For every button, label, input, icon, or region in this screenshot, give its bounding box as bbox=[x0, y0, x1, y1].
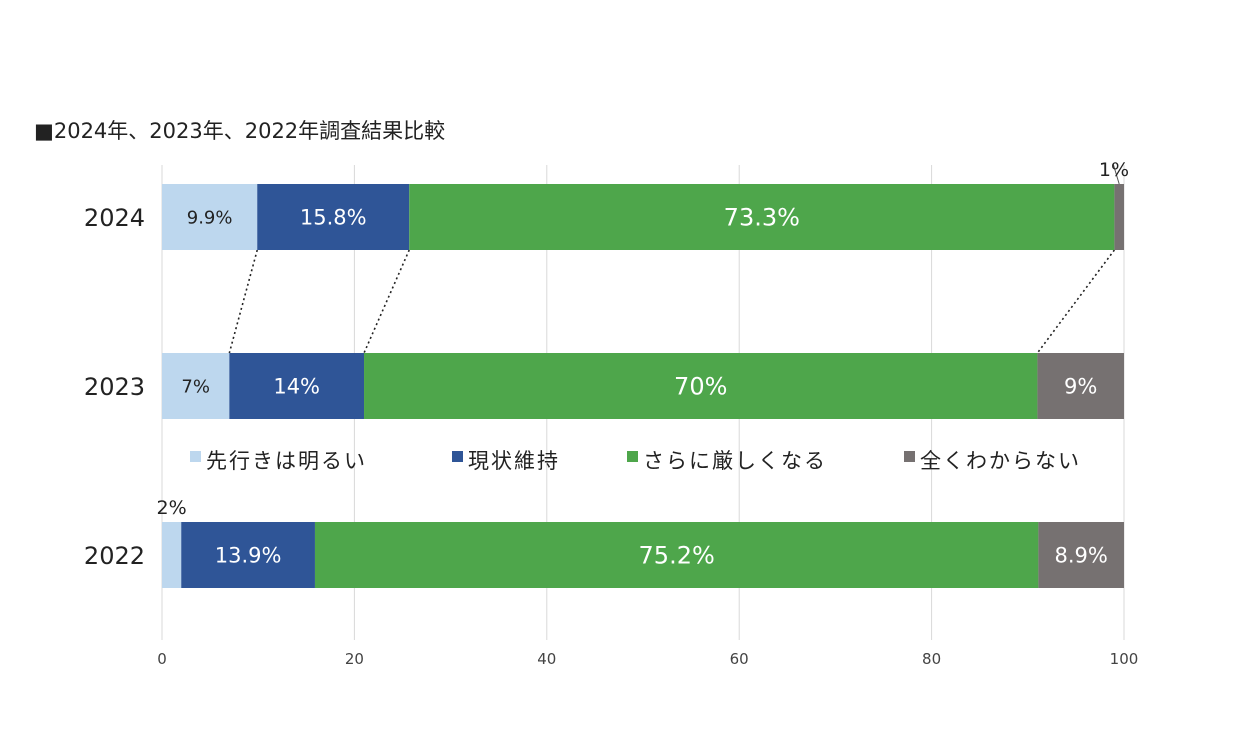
bar-segment bbox=[1038, 522, 1124, 588]
chart-title: ■2024年、2023年、2022年調査結果比較 bbox=[34, 119, 445, 143]
data-label: 8.9% bbox=[1055, 544, 1108, 568]
x-tick-label: 80 bbox=[922, 650, 941, 668]
x-tick-label: 40 bbox=[537, 650, 556, 668]
bar-segment bbox=[1037, 353, 1124, 419]
data-label: 73.3% bbox=[724, 204, 800, 232]
legend: 先行きは明るい 現状維持 さらに厳しくなる 全くわからない bbox=[190, 449, 1081, 473]
data-label: 14% bbox=[273, 375, 320, 399]
x-axis: 0 20 40 60 80 100 bbox=[157, 650, 1138, 668]
bars bbox=[162, 184, 1124, 588]
legend-swatch bbox=[904, 451, 915, 462]
data-label: 13.9% bbox=[215, 544, 282, 568]
category-label: 2024 bbox=[84, 204, 145, 232]
legend-label: 現状維持 bbox=[468, 449, 560, 473]
legend-label: 先行きは明るい bbox=[206, 449, 367, 473]
legend-swatch bbox=[452, 451, 463, 462]
data-label: 9% bbox=[1064, 375, 1097, 399]
bar-segment bbox=[162, 353, 230, 419]
bar-segment bbox=[1114, 184, 1124, 250]
data-label: 75.2% bbox=[639, 542, 715, 570]
legend-swatch bbox=[627, 451, 638, 462]
data-label: 7% bbox=[181, 376, 210, 397]
category-label: 2023 bbox=[84, 373, 145, 401]
data-labels: 2024 2023 2022 9.9% 15.8% 73.3% 1% 7% 14% 70% 9% 2%… bbox=[84, 159, 1129, 570]
series-lines bbox=[228, 163, 1120, 354]
series-line bbox=[1036, 249, 1116, 354]
category-label: 2022 bbox=[84, 542, 145, 570]
bar-segment bbox=[257, 184, 410, 250]
bar-segment bbox=[162, 184, 258, 250]
x-tick-label: 20 bbox=[345, 650, 364, 668]
x-tick-label: 60 bbox=[730, 650, 749, 668]
bar-segment bbox=[409, 184, 1115, 250]
legend-label: 全くわからない bbox=[920, 449, 1081, 473]
data-label: 1% bbox=[1099, 159, 1129, 181]
bar-segment bbox=[229, 353, 365, 419]
label-leader-line bbox=[1112, 163, 1120, 185]
data-label: 15.8% bbox=[300, 206, 367, 230]
legend-swatch bbox=[190, 451, 201, 462]
series-line bbox=[228, 249, 259, 354]
series-line bbox=[363, 249, 410, 354]
x-tick-label: 0 bbox=[157, 650, 167, 668]
bar-segment bbox=[162, 522, 182, 588]
data-label: 70% bbox=[674, 373, 727, 401]
legend-label: さらに厳しくなる bbox=[643, 449, 827, 473]
x-tick-label: 100 bbox=[1110, 650, 1139, 668]
data-label: 9.9% bbox=[187, 207, 233, 228]
bar-segment bbox=[364, 353, 1038, 419]
data-label: 2% bbox=[157, 497, 187, 519]
bar-segment bbox=[314, 522, 1039, 588]
bar-segment bbox=[181, 522, 315, 588]
